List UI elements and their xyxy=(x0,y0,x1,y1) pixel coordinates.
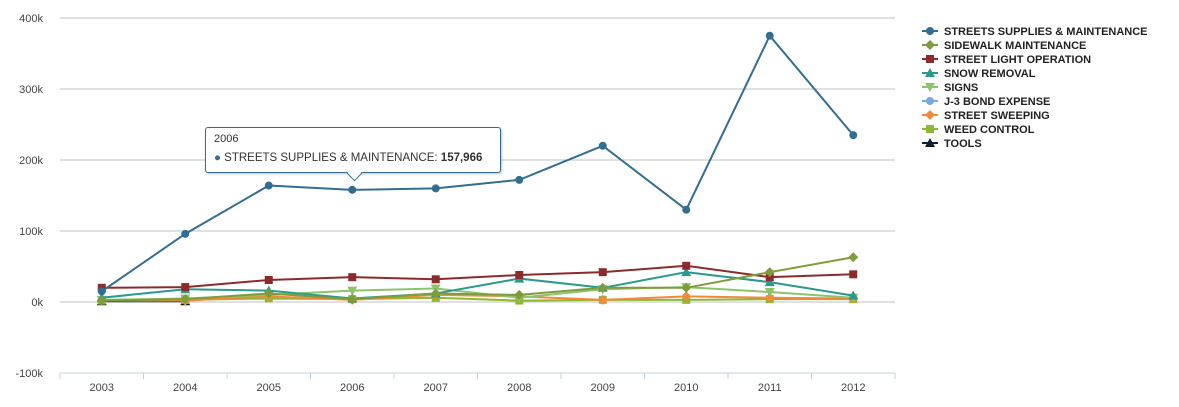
legend-label: STREET SWEEPING xyxy=(944,110,1050,122)
x-tick-label: 2009 xyxy=(591,382,615,394)
data-point xyxy=(515,271,524,280)
x-axis: 2003 2004 2005 2006 2007 2008 2009 2010 2011 2012 xyxy=(59,372,896,394)
data-point xyxy=(764,277,775,287)
x-tick-label: 2007 xyxy=(424,382,448,394)
data-point xyxy=(347,286,358,296)
y-tick-label: 300k xyxy=(19,84,43,96)
legend-label: STREETS SUPPLIES & MAINTENANCE xyxy=(944,26,1148,38)
legend-marker xyxy=(925,138,935,147)
data-point xyxy=(348,185,357,194)
legend-item: TOOLS xyxy=(922,138,982,150)
legend-item: STREET LIGHT OPERATION xyxy=(922,54,1091,66)
data-point xyxy=(515,175,524,184)
data-point xyxy=(681,291,692,302)
legend-label: STREET LIGHT OPERATION xyxy=(944,54,1091,66)
legend-label: TOOLS xyxy=(944,138,982,150)
data-point xyxy=(849,270,858,279)
tooltip: 2006 ● STREETS SUPPLIES & MAINTENANCE: 1… xyxy=(205,127,501,182)
legend-item: SNOW REMOVAL xyxy=(922,68,1036,80)
data-point xyxy=(181,283,190,292)
x-tick-label: 2004 xyxy=(173,382,197,394)
legend-item: STREET SWEEPING xyxy=(922,110,1050,122)
data-point xyxy=(764,288,775,298)
legend-item: J-3 BOND EXPENSE xyxy=(922,96,1050,108)
series-line xyxy=(101,33,855,293)
data-point xyxy=(848,290,859,300)
data-point xyxy=(681,282,692,293)
legend-label: WEED CONTROL xyxy=(944,124,1035,136)
series-line xyxy=(101,264,854,289)
legend-marker xyxy=(926,97,934,105)
data-point xyxy=(97,287,106,296)
data-point xyxy=(181,229,190,238)
x-tick-label: 2003 xyxy=(90,382,114,394)
data-point xyxy=(848,252,859,263)
data-point xyxy=(682,261,691,270)
legend-marker xyxy=(925,68,935,77)
data-point xyxy=(430,288,441,299)
tooltip-value: 157,966 xyxy=(440,152,483,164)
y-axis: -100k 0k 100k 200k 300k 400k xyxy=(15,13,43,380)
x-tick-label: 2010 xyxy=(674,382,698,394)
data-point xyxy=(682,205,691,214)
legend-marker xyxy=(925,83,935,92)
series-line xyxy=(101,256,854,302)
legend-item: SIGNS xyxy=(922,82,978,94)
legend-marker xyxy=(926,55,934,63)
y-tick-label: 400k xyxy=(19,13,43,25)
data-point xyxy=(348,273,357,282)
data-point xyxy=(514,289,525,300)
data-point xyxy=(597,294,608,305)
x-tick-label: 2012 xyxy=(841,382,865,394)
data-point xyxy=(347,294,358,305)
data-point xyxy=(597,282,608,293)
legend-label: SIDEWALK MAINTENANCE xyxy=(944,40,1086,52)
series-group xyxy=(96,31,859,306)
legend-item: WEED CONTROL xyxy=(922,124,1035,136)
data-point xyxy=(681,267,692,277)
series-0 xyxy=(97,31,858,296)
data-point xyxy=(764,292,775,303)
y-tick-label: 200k xyxy=(19,155,43,167)
y-tick-label: 0k xyxy=(31,297,43,309)
data-point xyxy=(764,267,775,278)
legend-label: J-3 BOND EXPENSE xyxy=(944,96,1050,108)
data-point xyxy=(180,294,191,305)
legend-label: SIGNS xyxy=(944,82,978,94)
legend-label: SNOW REMOVAL xyxy=(944,68,1036,80)
legend-marker xyxy=(925,110,935,120)
y-tick-label: -100k xyxy=(15,368,43,380)
x-tick-label: 2011 xyxy=(758,382,782,394)
data-point xyxy=(598,268,607,277)
legend-item: STREETS SUPPLIES & MAINTENANCE xyxy=(922,26,1148,38)
data-point xyxy=(765,31,774,40)
legend: STREETS SUPPLIES & MAINTENANCE SIDEWALK M… xyxy=(922,26,1148,150)
legend-item: SIDEWALK MAINTENANCE xyxy=(922,40,1086,52)
grid-lines xyxy=(60,17,895,374)
tooltip-x-label: 2006 xyxy=(214,133,239,145)
series-line xyxy=(101,293,854,302)
x-tick-label: 2005 xyxy=(257,382,281,394)
legend-marker xyxy=(926,125,934,133)
series-1 xyxy=(96,252,859,306)
data-point xyxy=(849,131,858,140)
data-point xyxy=(264,181,273,190)
y-tick-label: 100k xyxy=(19,226,43,238)
tooltip-row: ● STREETS SUPPLIES & MAINTENANCE: 157,96… xyxy=(214,152,492,164)
data-point xyxy=(96,295,107,306)
x-tick-label: 2006 xyxy=(340,382,364,394)
tooltip-series-dot-icon: ● xyxy=(214,152,221,164)
series-line xyxy=(101,271,854,300)
data-point xyxy=(598,141,607,150)
legend-marker xyxy=(925,40,935,50)
data-point xyxy=(263,288,274,299)
data-point xyxy=(264,275,273,284)
data-point xyxy=(431,184,440,193)
data-point xyxy=(431,275,440,284)
legend-marker xyxy=(926,27,934,35)
tooltip-series-name: STREETS SUPPLIES & MAINTENANCE: xyxy=(224,152,438,164)
x-tick-label: 2008 xyxy=(507,382,531,394)
